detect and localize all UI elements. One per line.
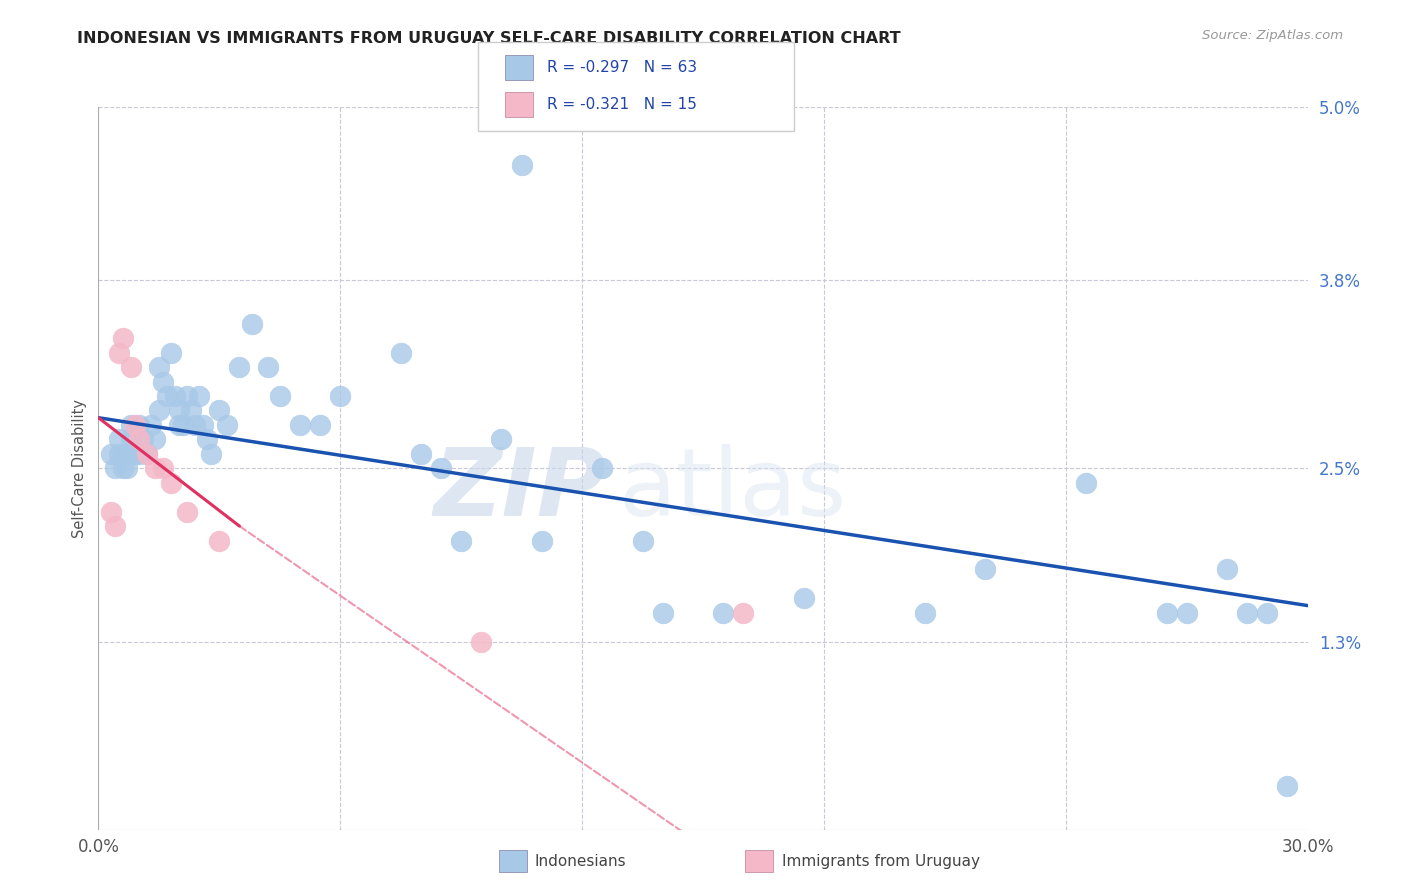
Point (107, 345, 129, 359)
Point (309, 417, 332, 432)
Point (135, 447, 157, 461)
Point (188, 389, 211, 403)
Point (103, 461, 125, 475)
Point (143, 433, 166, 447)
Point (1175, 606, 1198, 620)
Point (256, 360, 278, 375)
Point (152, 461, 174, 475)
Point (491, 433, 513, 447)
Point (100, 447, 122, 461)
Point (128, 447, 150, 461)
Point (163, 389, 186, 403)
Point (160, 345, 183, 359)
Point (115, 447, 138, 461)
Point (228, 360, 250, 375)
Point (1156, 606, 1178, 620)
Point (128, 433, 150, 447)
Point (167, 417, 190, 432)
Point (974, 562, 997, 576)
Point (115, 461, 138, 475)
Point (124, 447, 146, 461)
Point (200, 447, 222, 461)
Point (124, 417, 146, 432)
Point (450, 533, 472, 548)
Point (156, 389, 179, 403)
Point (148, 403, 170, 417)
Point (107, 433, 129, 447)
Point (711, 606, 734, 620)
Point (111, 461, 134, 475)
Point (651, 606, 673, 620)
Point (217, 417, 239, 432)
Point (184, 417, 207, 432)
Point (135, 447, 157, 461)
Point (240, 317, 263, 331)
Point (409, 447, 432, 461)
Y-axis label: Self-Care Disability: Self-Care Disability (72, 399, 87, 538)
Point (148, 360, 170, 375)
Point (193, 417, 215, 432)
Point (591, 461, 613, 475)
Point (120, 417, 142, 432)
Point (111, 331, 134, 345)
Point (1074, 475, 1097, 490)
Text: Source: ZipAtlas.com: Source: ZipAtlas.com (1202, 29, 1343, 42)
Point (143, 461, 166, 475)
Point (793, 591, 815, 606)
Point (176, 389, 198, 403)
Point (470, 634, 492, 648)
Point (132, 433, 155, 447)
Point (176, 505, 198, 519)
Point (208, 533, 231, 548)
Text: INDONESIAN VS IMMIGRANTS FROM URUGUAY SELF-CARE DISABILITY CORRELATION CHART: INDONESIAN VS IMMIGRANTS FROM URUGUAY SE… (77, 31, 901, 46)
Point (530, 533, 553, 548)
Point (111, 447, 134, 461)
Point (152, 375, 174, 389)
Point (172, 417, 194, 432)
Point (430, 461, 453, 475)
Text: ZIP: ZIP (433, 444, 606, 536)
Text: R = -0.321   N = 15: R = -0.321 N = 15 (547, 97, 697, 112)
Text: Immigrants from Uruguay: Immigrants from Uruguay (782, 854, 980, 869)
Point (510, 158, 533, 172)
Point (733, 606, 755, 620)
Text: Indonesians: Indonesians (534, 854, 626, 869)
Point (1236, 606, 1258, 620)
Point (1216, 562, 1239, 576)
Point (631, 533, 654, 548)
Text: atlas: atlas (619, 444, 846, 536)
Point (288, 417, 311, 432)
Point (195, 433, 218, 447)
Point (139, 417, 162, 432)
Point (914, 606, 936, 620)
Point (208, 403, 231, 417)
Point (128, 417, 150, 432)
Point (100, 505, 122, 519)
Point (167, 403, 190, 417)
Point (103, 519, 125, 533)
Point (107, 447, 129, 461)
Point (120, 360, 142, 375)
Text: R = -0.297   N = 63: R = -0.297 N = 63 (547, 60, 697, 75)
Point (120, 433, 142, 447)
Point (389, 345, 412, 359)
Point (329, 389, 352, 403)
Point (180, 403, 202, 417)
Point (269, 389, 291, 403)
Point (160, 475, 183, 490)
Point (1256, 606, 1278, 620)
Point (1277, 779, 1299, 793)
